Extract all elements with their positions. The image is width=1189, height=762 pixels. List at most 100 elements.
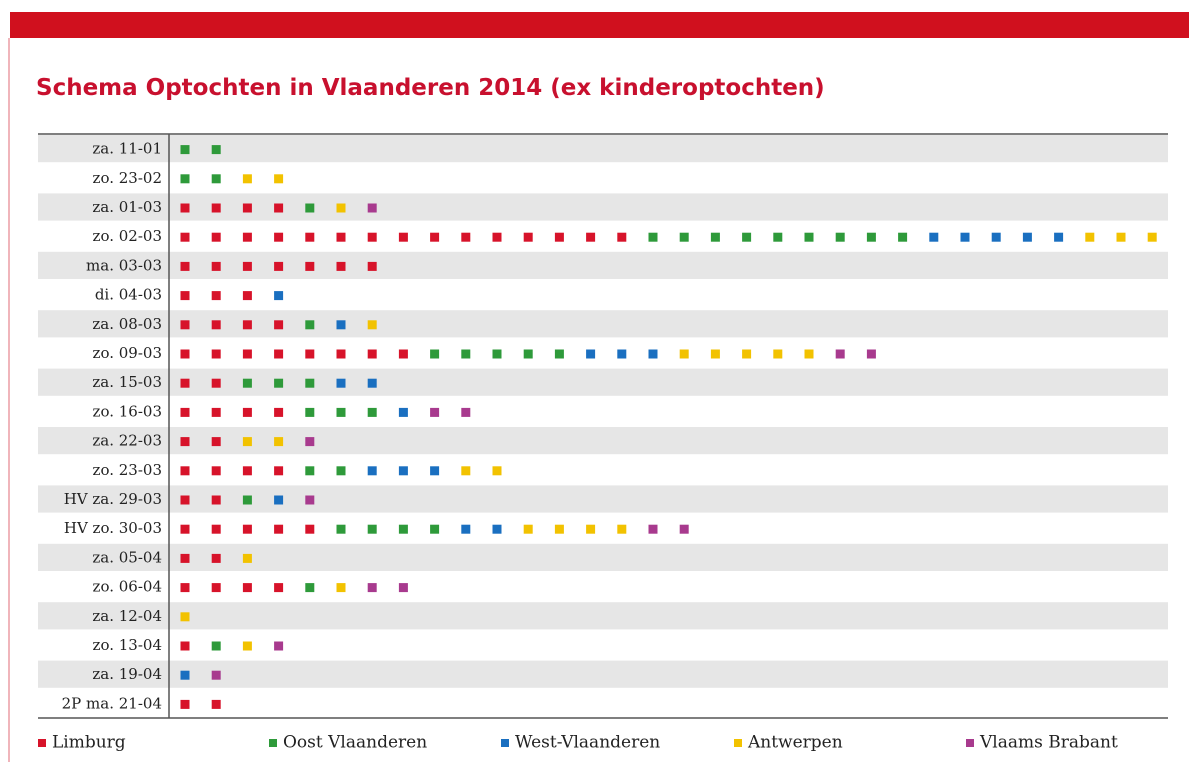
event-square bbox=[1147, 232, 1157, 242]
row-band bbox=[38, 660, 1168, 688]
row-label: zo. 16-03 bbox=[93, 402, 162, 420]
event-square bbox=[398, 524, 408, 534]
chart-title: Schema Optochten in Vlaanderen 2014 (ex … bbox=[36, 75, 825, 101]
row-band bbox=[38, 135, 1168, 163]
event-square bbox=[492, 349, 502, 359]
event-square bbox=[554, 524, 564, 534]
event-square bbox=[679, 232, 689, 242]
row-label: 2P ma. 21-04 bbox=[62, 694, 162, 712]
event-square bbox=[398, 407, 408, 417]
event-square bbox=[367, 524, 377, 534]
event-square bbox=[305, 495, 315, 505]
event-square bbox=[180, 291, 190, 301]
event-square bbox=[274, 524, 284, 534]
event-square bbox=[274, 466, 284, 476]
row-label: zo. 02-03 bbox=[93, 227, 162, 245]
event-square bbox=[336, 524, 346, 534]
event-square bbox=[586, 232, 596, 242]
event-square bbox=[242, 203, 252, 213]
event-square bbox=[367, 407, 377, 417]
event-square bbox=[336, 203, 346, 213]
event-square bbox=[1054, 232, 1064, 242]
event-square bbox=[336, 232, 346, 242]
event-square bbox=[367, 232, 377, 242]
event-square bbox=[648, 349, 658, 359]
event-square bbox=[554, 232, 564, 242]
event-square bbox=[305, 349, 315, 359]
event-square bbox=[305, 203, 315, 213]
event-square bbox=[211, 174, 221, 184]
event-square bbox=[242, 378, 252, 388]
event-square bbox=[710, 232, 720, 242]
event-square bbox=[180, 524, 190, 534]
event-square bbox=[398, 466, 408, 476]
event-square bbox=[305, 437, 315, 447]
event-square bbox=[617, 524, 627, 534]
event-square bbox=[367, 349, 377, 359]
event-square bbox=[492, 232, 502, 242]
event-square bbox=[367, 203, 377, 213]
event-square bbox=[617, 349, 627, 359]
event-square bbox=[586, 524, 596, 534]
event-square bbox=[211, 524, 221, 534]
event-square bbox=[461, 349, 471, 359]
event-square bbox=[1116, 232, 1126, 242]
row-label: za. 08-03 bbox=[92, 315, 162, 333]
row-band bbox=[38, 251, 1168, 279]
event-square bbox=[398, 232, 408, 242]
event-square bbox=[336, 349, 346, 359]
event-square bbox=[461, 524, 471, 534]
event-square bbox=[211, 378, 221, 388]
event-square bbox=[367, 583, 377, 593]
event-square bbox=[180, 203, 190, 213]
legend-swatch bbox=[734, 739, 742, 747]
event-square bbox=[305, 320, 315, 330]
event-square bbox=[180, 349, 190, 359]
event-square bbox=[211, 699, 221, 709]
event-square bbox=[866, 232, 876, 242]
event-square bbox=[242, 466, 252, 476]
event-square bbox=[211, 261, 221, 271]
event-square bbox=[211, 232, 221, 242]
legend-label: Antwerpen bbox=[747, 733, 843, 753]
event-square bbox=[180, 583, 190, 593]
event-square bbox=[274, 320, 284, 330]
row-label: zo. 13-04 bbox=[93, 636, 162, 654]
event-square bbox=[336, 466, 346, 476]
event-square bbox=[461, 232, 471, 242]
event-square bbox=[211, 495, 221, 505]
event-square bbox=[586, 349, 596, 359]
event-square bbox=[211, 553, 221, 563]
row-label: zo. 23-03 bbox=[93, 461, 162, 479]
event-square bbox=[180, 232, 190, 242]
event-square bbox=[398, 583, 408, 593]
legend-swatch bbox=[501, 739, 509, 747]
event-square bbox=[742, 232, 752, 242]
top-bar bbox=[10, 12, 1189, 38]
event-square bbox=[180, 437, 190, 447]
event-square bbox=[211, 437, 221, 447]
event-square bbox=[305, 524, 315, 534]
event-square bbox=[960, 232, 970, 242]
event-square bbox=[211, 466, 221, 476]
row-label: za. 22-03 bbox=[92, 432, 162, 450]
event-square bbox=[180, 670, 190, 680]
event-square bbox=[242, 174, 252, 184]
event-square bbox=[180, 641, 190, 651]
event-square bbox=[242, 553, 252, 563]
event-square bbox=[242, 437, 252, 447]
event-square bbox=[180, 466, 190, 476]
event-square bbox=[679, 349, 689, 359]
event-square bbox=[1022, 232, 1032, 242]
event-square bbox=[679, 524, 689, 534]
event-square bbox=[180, 553, 190, 563]
event-square bbox=[211, 670, 221, 680]
event-square bbox=[523, 232, 533, 242]
event-square bbox=[274, 349, 284, 359]
event-square bbox=[1085, 232, 1095, 242]
event-square bbox=[305, 232, 315, 242]
event-square bbox=[274, 437, 284, 447]
row-label: HV zo. 30-03 bbox=[64, 519, 162, 537]
event-square bbox=[211, 203, 221, 213]
row-label: za. 05-04 bbox=[92, 548, 162, 566]
